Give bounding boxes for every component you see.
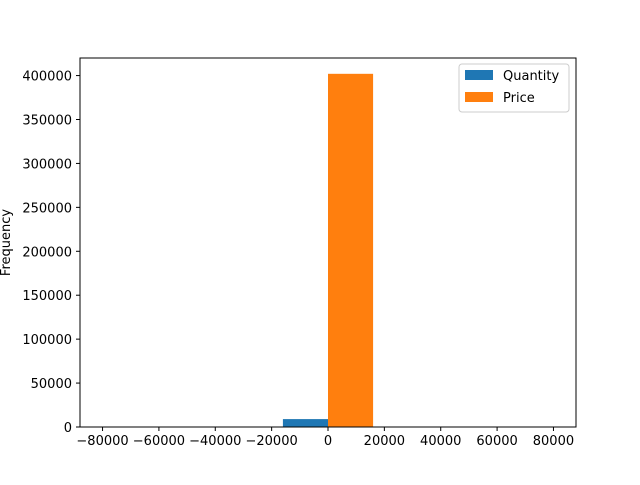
y-tick-label: 250000 [22,201,72,216]
x-tick-label: −80000 [76,434,128,449]
legend-label-price: Price [503,91,535,106]
legend-label-quantity: Quantity [503,69,559,84]
y-tick-label: 400000 [22,70,72,85]
legend: Quantity Price [458,63,570,113]
x-tick-label: −60000 [133,434,185,449]
x-tick-label: 0 [324,434,332,449]
y-tick-label: 150000 [22,289,72,304]
y-tick-label: 350000 [22,114,72,129]
bar-price-0 [328,73,374,428]
bar-quantity-0 [282,419,328,427]
x-tick-label: 60000 [476,434,517,449]
x-tick-label: −40000 [189,434,241,449]
bars-layer [282,73,374,428]
y-axis: 0 50000 100000 150000 200000 250000 300000 3500… [22,70,80,436]
legend-swatch-quantity [465,70,493,80]
y-tick-label: 100000 [22,333,72,348]
y-tick-label: 200000 [22,245,72,260]
x-tick-label: 80000 [533,434,574,449]
legend-swatch-price [465,92,493,102]
x-tick-label: 40000 [420,434,461,449]
x-tick-label: 20000 [364,434,405,449]
y-tick-label: 300000 [22,157,72,172]
y-tick-label: 50000 [31,377,72,392]
y-tick-label: 0 [64,421,72,436]
x-axis: −80000 −60000 −40000 −20000 0 20000 40000 60000… [76,427,574,449]
x-tick-label: −20000 [246,434,298,449]
y-axis-label: Frequency [0,209,14,276]
